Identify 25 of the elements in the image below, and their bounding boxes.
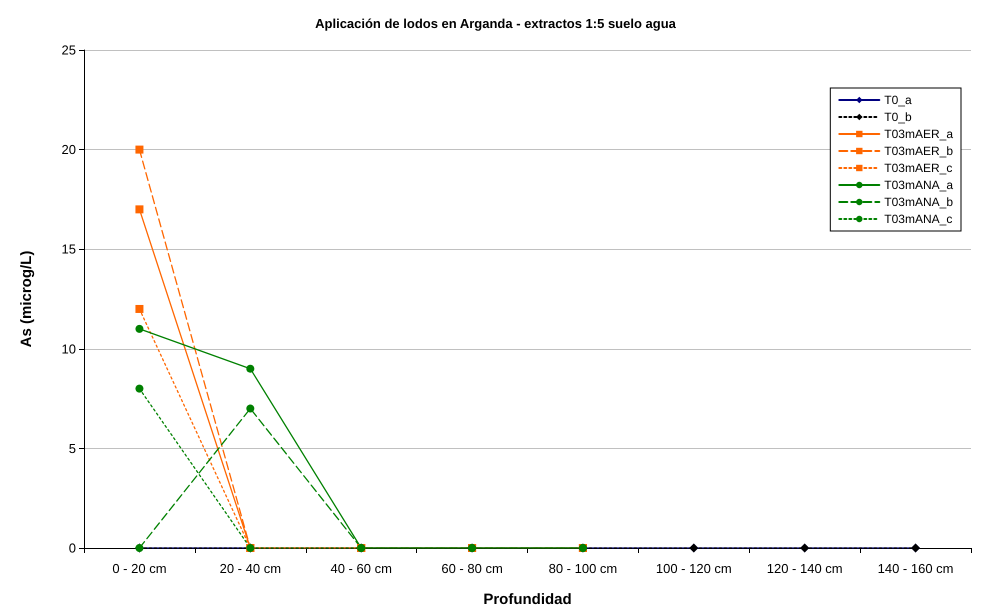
x-tick-label: 0 - 20 cm: [112, 561, 167, 576]
legend-label: T0_b: [884, 110, 912, 124]
legend-label: T0_a: [884, 93, 912, 107]
x-tick-label: 140 - 160 cm: [878, 561, 954, 576]
legend-label: T03mANA_b: [884, 195, 954, 209]
x-axis-title: Profundidad: [483, 591, 572, 608]
y-tick-label: 5: [68, 440, 76, 456]
legend-label: T03mANA_a: [884, 178, 954, 192]
y-tick-label: 25: [62, 42, 76, 58]
legend-label: T03mAER_b: [884, 144, 954, 158]
x-tick-label: 20 - 40 cm: [220, 561, 282, 576]
legend-label: T03mAER_c: [884, 161, 952, 175]
x-tick-label: 60 - 80 cm: [441, 561, 503, 576]
y-tick-label: 10: [62, 341, 76, 356]
y-tick-label: 15: [62, 242, 76, 257]
legend-label: T03mANA_c: [884, 212, 952, 226]
x-tick-label: 120 - 140 cm: [766, 561, 843, 576]
y-tick-label: 0: [68, 540, 76, 556]
y-tick-label: 20: [62, 142, 76, 158]
y-axis-title: As (microg/L): [18, 250, 35, 348]
x-tick-label: 40 - 60 cm: [330, 561, 392, 576]
chart-title: Aplicación de lodos en Arganda - extractos 1:5 suelo agua: [315, 16, 677, 31]
x-tick-label: 100 - 120 cm: [656, 561, 732, 576]
x-tick-label: 80 - 100 cm: [548, 561, 618, 576]
legend-label: T03mAER_a: [884, 127, 954, 141]
